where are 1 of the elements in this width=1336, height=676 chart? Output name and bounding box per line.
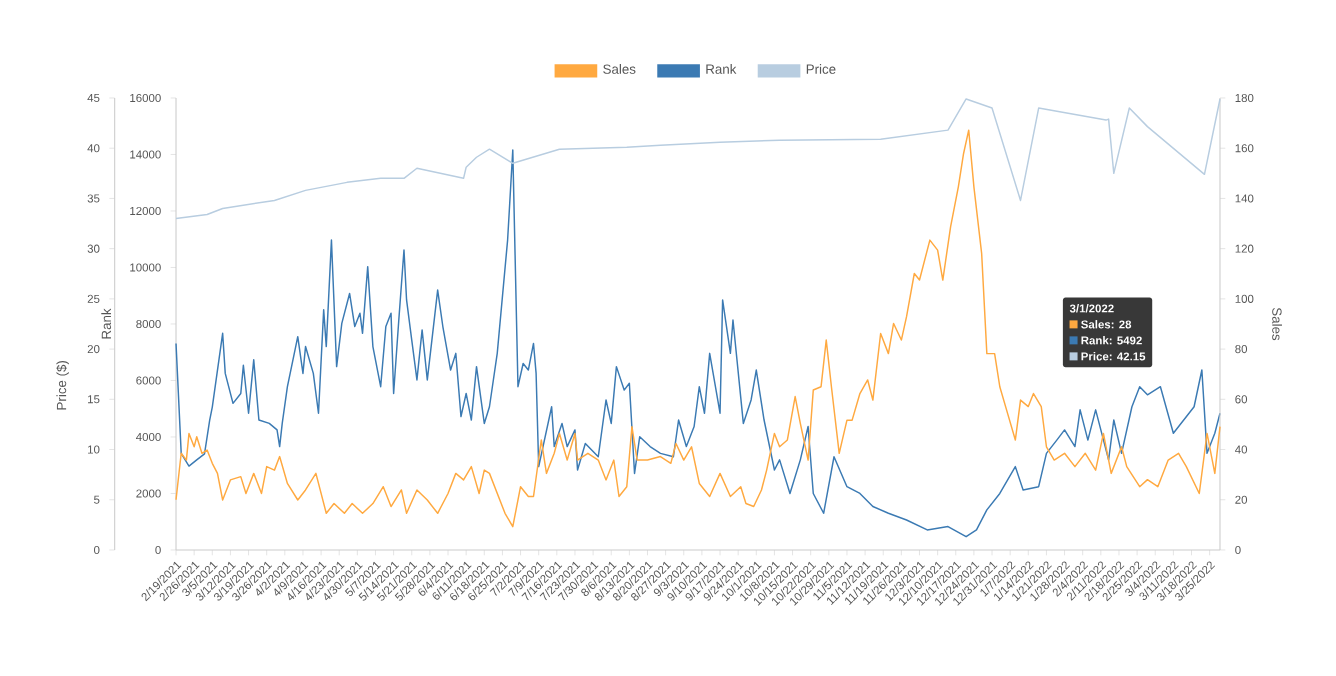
line-series xyxy=(175,98,1221,220)
